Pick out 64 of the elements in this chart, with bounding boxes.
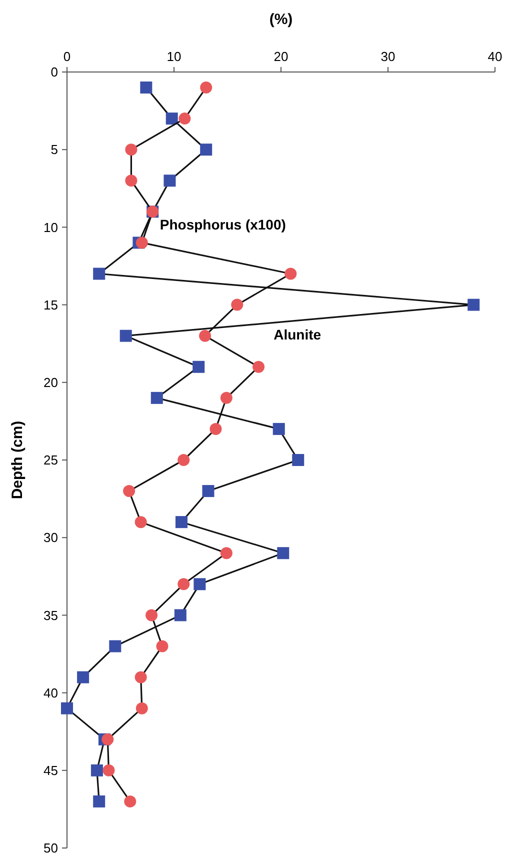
y-tick-label: 45 (44, 762, 58, 778)
point (109, 640, 122, 652)
point (124, 795, 136, 808)
y-tick-label: 10 (44, 220, 58, 235)
y-tick-label: 15 (44, 297, 58, 312)
point (277, 547, 290, 560)
point (220, 547, 232, 560)
point (284, 268, 297, 280)
point (125, 174, 138, 187)
y-tick-label: 5 (50, 142, 58, 158)
series-label: Alunite (274, 326, 322, 343)
y-tick-label: 25 (44, 452, 58, 468)
point (150, 392, 163, 404)
point (202, 485, 214, 498)
point (194, 578, 206, 590)
point (134, 516, 147, 528)
point (134, 671, 147, 684)
point (231, 298, 244, 311)
y-tick-label: 35 (44, 608, 58, 623)
point (220, 392, 232, 404)
point (156, 640, 168, 652)
point (252, 360, 265, 373)
point (120, 330, 132, 342)
y-tick-label: 40 (44, 685, 58, 700)
point (174, 609, 186, 622)
series-label: Phosphorus (x100) (160, 216, 286, 233)
point (136, 236, 148, 249)
point (178, 578, 190, 590)
point (125, 144, 138, 156)
point (166, 112, 178, 125)
y-tick-label: 0 (50, 64, 58, 80)
point (164, 174, 176, 187)
point (210, 422, 222, 435)
point (200, 82, 212, 94)
point (77, 671, 90, 684)
point (178, 112, 191, 125)
point (468, 298, 480, 311)
point (140, 82, 152, 94)
x-tick-label: 20 (274, 49, 288, 64)
point (90, 764, 103, 776)
point (192, 360, 205, 373)
y-tick-label: 50 (44, 840, 58, 856)
x-tick-label: 10 (166, 49, 182, 64)
point (102, 764, 115, 776)
point (272, 422, 285, 435)
point (136, 702, 148, 714)
point (200, 144, 212, 156)
y-tick-label: 20 (44, 374, 58, 390)
point (123, 485, 136, 498)
point (175, 516, 188, 528)
point (146, 609, 158, 622)
point (93, 268, 106, 280)
point (61, 702, 73, 714)
point (178, 454, 190, 466)
point (292, 454, 304, 466)
point (93, 795, 106, 808)
x-tick-label: 30 (380, 49, 396, 64)
x-tick-label: 40 (488, 49, 502, 64)
x-axis-title: (%) (269, 11, 293, 28)
point (102, 733, 114, 746)
x-tick-label: 0 (63, 49, 71, 64)
y-tick-label: 30 (44, 530, 58, 546)
point (199, 330, 212, 342)
y-axis-title: Depth (cm) (9, 420, 26, 500)
